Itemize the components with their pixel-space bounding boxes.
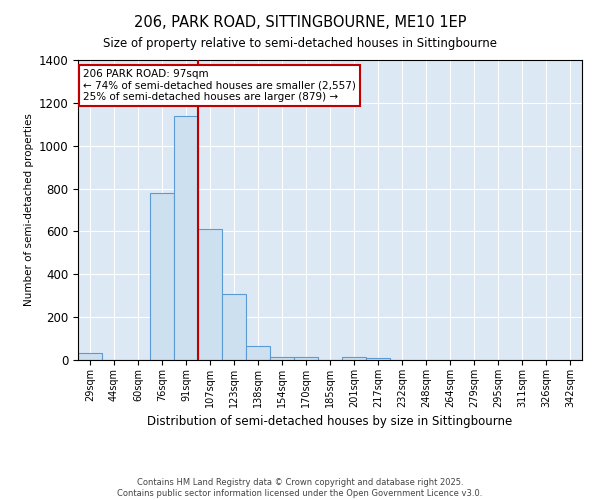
Text: 206, PARK ROAD, SITTINGBOURNE, ME10 1EP: 206, PARK ROAD, SITTINGBOURNE, ME10 1EP <box>134 15 466 30</box>
Bar <box>270 357 294 360</box>
Bar <box>222 294 246 360</box>
Bar <box>366 358 390 360</box>
Bar <box>78 352 102 360</box>
Bar <box>294 357 318 360</box>
Bar <box>150 193 174 360</box>
Bar <box>246 346 270 360</box>
Y-axis label: Number of semi-detached properties: Number of semi-detached properties <box>25 114 34 306</box>
X-axis label: Distribution of semi-detached houses by size in Sittingbourne: Distribution of semi-detached houses by … <box>148 416 512 428</box>
Text: Contains HM Land Registry data © Crown copyright and database right 2025.
Contai: Contains HM Land Registry data © Crown c… <box>118 478 482 498</box>
Bar <box>342 357 366 360</box>
Text: 206 PARK ROAD: 97sqm
← 74% of semi-detached houses are smaller (2,557)
25% of se: 206 PARK ROAD: 97sqm ← 74% of semi-detac… <box>83 69 356 102</box>
Bar <box>198 230 222 360</box>
Text: Size of property relative to semi-detached houses in Sittingbourne: Size of property relative to semi-detach… <box>103 38 497 51</box>
Bar <box>174 116 198 360</box>
